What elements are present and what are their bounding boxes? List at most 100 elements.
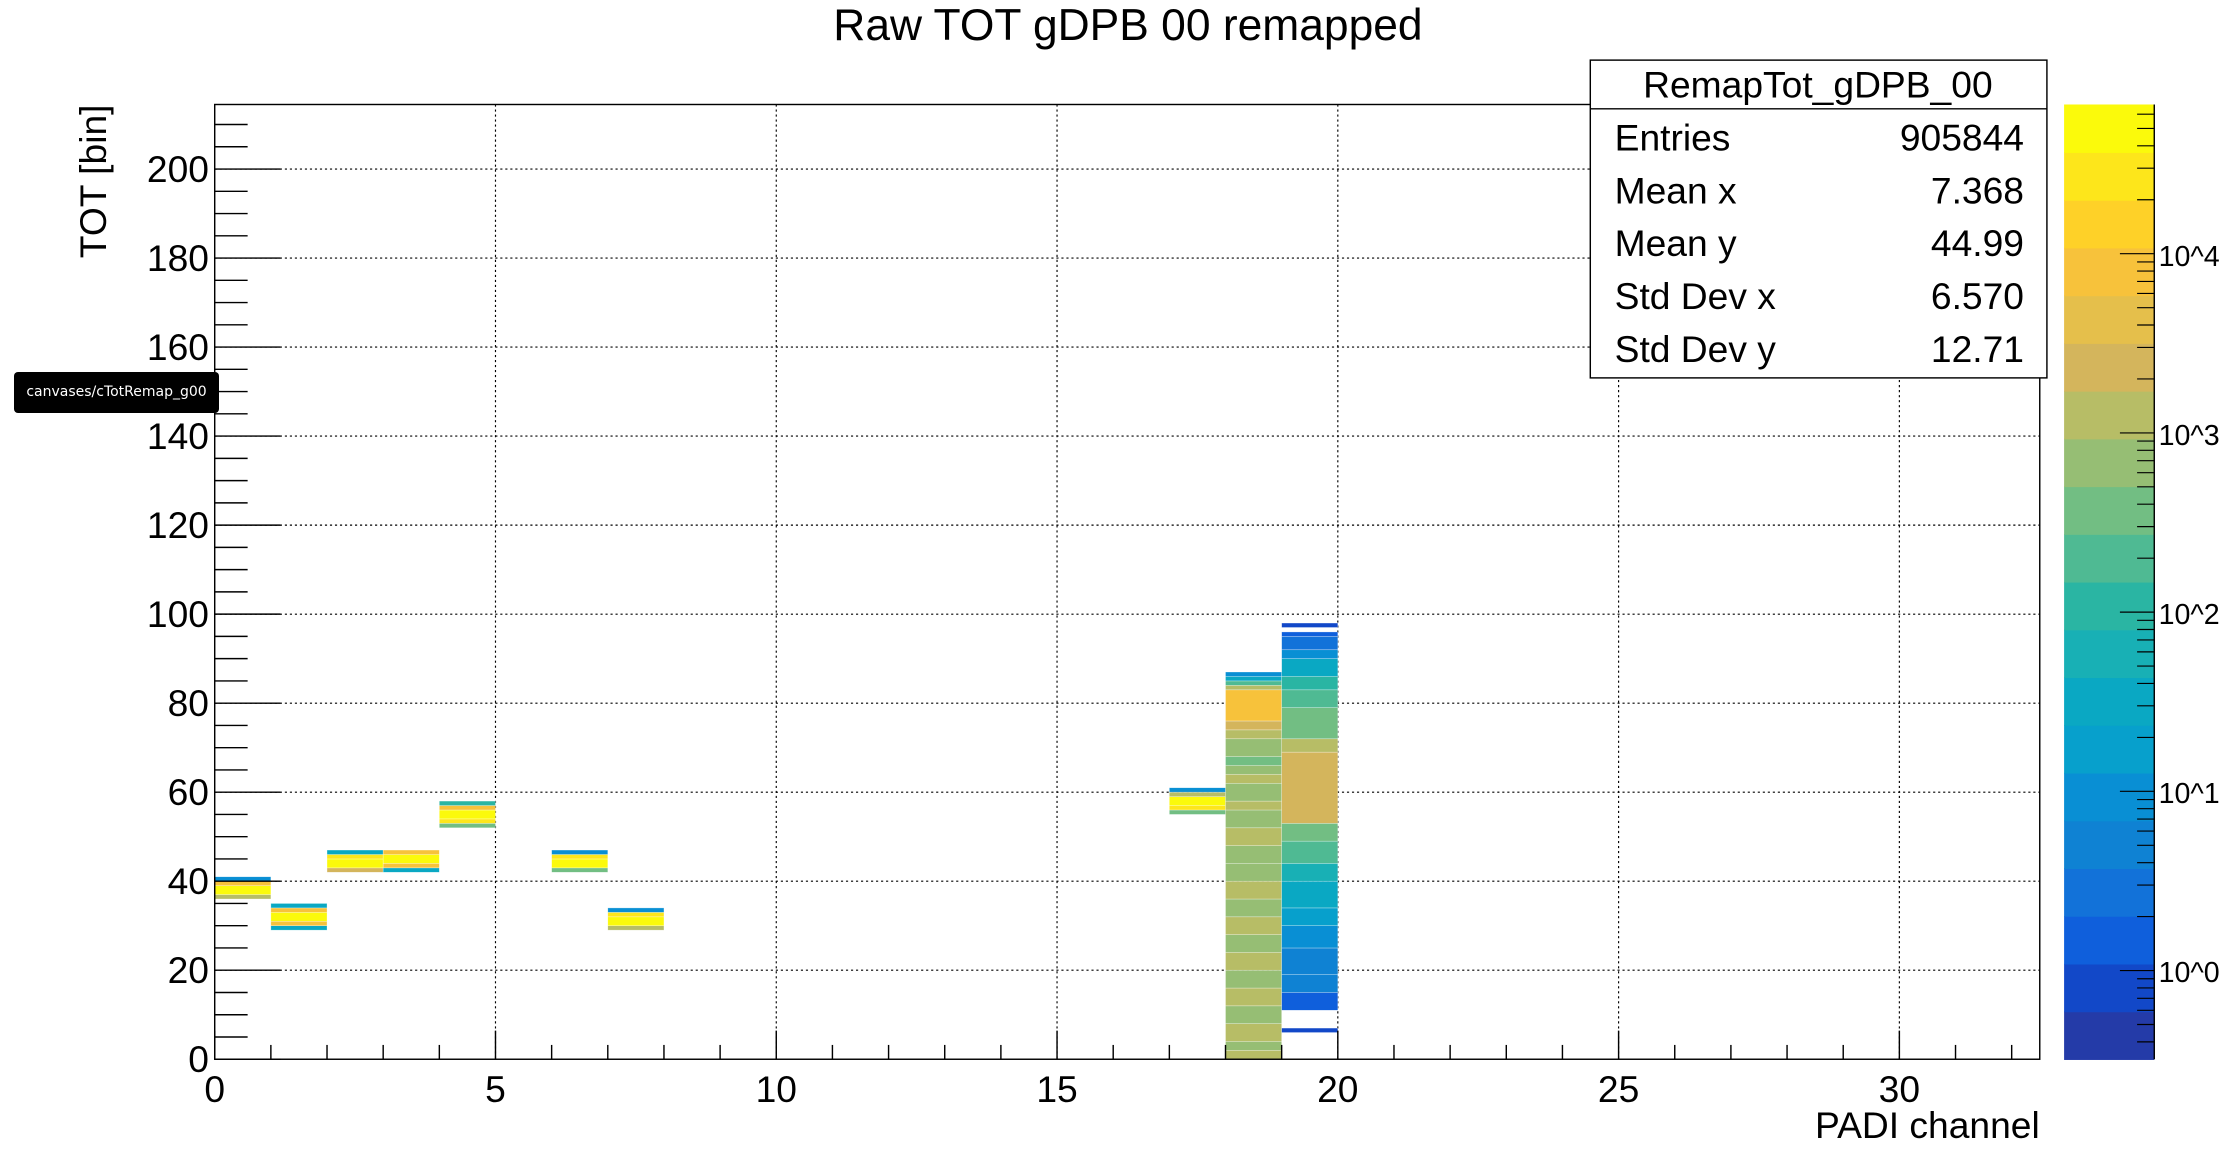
heatmap-cell[interactable] — [1281, 992, 1339, 1011]
heatmap-cell[interactable] — [270, 920, 328, 926]
y-tick-label: 60 — [168, 771, 209, 813]
heatmap-cell[interactable] — [1225, 680, 1282, 686]
heatmap-cell[interactable] — [1281, 738, 1339, 753]
stats-value: 7.368 — [1931, 169, 2024, 211]
heatmap-cell[interactable] — [1281, 840, 1339, 864]
heatmap-cell[interactable] — [1225, 880, 1282, 900]
heatmap-cell[interactable] — [1225, 738, 1282, 757]
heatmap-cell[interactable] — [1225, 756, 1282, 766]
heatmap-cell[interactable] — [382, 867, 440, 873]
heatmap-cell[interactable] — [1225, 729, 1282, 740]
palette-band — [2064, 390, 2155, 440]
heatmap-cell[interactable] — [1225, 671, 1282, 677]
heatmap-cell[interactable] — [1281, 707, 1339, 740]
heatmap-cell[interactable] — [326, 854, 384, 860]
heatmap-cell[interactable] — [607, 912, 665, 918]
heatmap-cell[interactable] — [1281, 658, 1339, 677]
stats-label: Mean y — [1615, 222, 1737, 264]
heatmap-cell[interactable] — [607, 907, 665, 913]
heatmap-cell[interactable] — [1281, 974, 1339, 993]
heatmap-cell[interactable] — [214, 885, 272, 895]
heatmap-cell[interactable] — [1281, 689, 1339, 708]
heatmap-cell[interactable] — [270, 912, 328, 922]
heatmap-cell[interactable] — [1225, 685, 1282, 691]
heatmap-cell[interactable] — [1225, 845, 1282, 864]
heatmap-cell[interactable] — [1225, 916, 1282, 935]
heatmap-cell[interactable] — [1281, 947, 1339, 975]
heatmap-cell[interactable] — [607, 925, 665, 931]
heatmap-cell[interactable] — [1225, 952, 1282, 971]
heatmap-cell[interactable] — [326, 867, 384, 873]
heatmap-cell[interactable] — [1225, 1005, 1282, 1024]
heatmap-cell[interactable] — [1169, 796, 1226, 806]
heatmap-cell[interactable] — [1169, 809, 1226, 815]
heatmap-cell[interactable] — [439, 818, 496, 824]
heatmap-cell[interactable] — [1225, 1050, 1282, 1060]
heatmap-cell[interactable] — [1281, 1027, 1339, 1033]
heatmap-cell[interactable] — [1281, 907, 1339, 926]
heatmap-cell[interactable] — [1169, 805, 1226, 811]
heatmap-cell[interactable] — [1281, 676, 1339, 691]
heatmap-cell[interactable] — [1281, 880, 1339, 909]
heatmap-cell[interactable] — [382, 849, 440, 855]
heatmap-cell[interactable] — [214, 894, 272, 900]
heatmap-cell[interactable] — [1281, 751, 1339, 824]
heatmap-cell[interactable] — [1225, 782, 1282, 802]
palette-band — [2064, 916, 2155, 965]
heatmap-cell[interactable] — [607, 916, 665, 926]
heatmap-cell[interactable] — [326, 849, 384, 855]
heatmap-cell[interactable] — [1225, 1023, 1282, 1042]
heatmap-cell[interactable] — [1281, 636, 1339, 651]
stats-title: RemapTot_gDPB_00 — [1643, 63, 1993, 105]
heatmap-cell[interactable] — [1225, 827, 1282, 846]
heatmap-cell[interactable] — [1281, 649, 1339, 659]
axes: 0 5 10 15 20 25 30 0 20 40 60 80 100 120 140 160 180 200 — [147, 123, 2013, 1110]
heatmap-cell[interactable] — [1281, 863, 1339, 882]
palette-tick-label: 10^4 — [2159, 241, 2220, 273]
heatmap-cell[interactable] — [1281, 622, 1339, 628]
heatmap-cell[interactable] — [1281, 823, 1339, 842]
heatmap-cell[interactable] — [439, 805, 496, 811]
heatmap-cell[interactable] — [551, 858, 609, 869]
heatmap-cell[interactable] — [551, 849, 609, 855]
palette-tick-label: 10^3 — [2159, 420, 2220, 452]
heatmap-cell[interactable] — [1281, 631, 1339, 637]
heatmap-cell[interactable] — [1225, 676, 1282, 682]
stats-label: Std Dev y — [1615, 328, 1777, 370]
heatmap-cell[interactable] — [1169, 787, 1226, 793]
heatmap-cell[interactable] — [1225, 800, 1282, 811]
heatmap-cell[interactable] — [382, 863, 440, 869]
heatmap-cell[interactable] — [1225, 809, 1282, 829]
heatmap-cell[interactable] — [439, 800, 496, 806]
heatmap-cell[interactable] — [382, 854, 440, 864]
y-tick-label: 0 — [188, 1038, 209, 1080]
heatmap-cell[interactable] — [551, 867, 609, 873]
stats-label: Std Dev x — [1615, 275, 1777, 317]
heatmap-cell[interactable] — [1225, 987, 1282, 1007]
heatmap-cell[interactable] — [1225, 720, 1282, 731]
grid — [214, 104, 2040, 1060]
heatmap-cell[interactable] — [1225, 898, 1282, 918]
heatmap-cell[interactable] — [439, 809, 496, 820]
heatmap-cell[interactable] — [270, 903, 328, 909]
heatmap-cell[interactable] — [270, 907, 328, 913]
heatmap-cell[interactable] — [1225, 969, 1282, 989]
heatmap-cell[interactable] — [1281, 925, 1339, 949]
heatmap-cell[interactable] — [1225, 1041, 1282, 1051]
heatmap-cell[interactable] — [270, 925, 328, 931]
chart-title: Raw TOT gDPB 00 remapped — [833, 1, 1422, 50]
heatmap-cell[interactable] — [439, 823, 496, 829]
heatmap-cell[interactable] — [1225, 689, 1282, 722]
heatmap-cell[interactable] — [1169, 791, 1226, 797]
heatmap-cell[interactable] — [1225, 765, 1282, 775]
heatmap-cell[interactable] — [1225, 863, 1282, 882]
heatmap-cell[interactable] — [551, 854, 609, 860]
palette-tick-labels: 10^0 10^1 10^2 10^3 10^4 — [2159, 241, 2220, 989]
stats-value: 12.71 — [1931, 328, 2024, 370]
heatmap-cell[interactable] — [1225, 774, 1282, 784]
x-tick-label: 30 — [1879, 1068, 1920, 1110]
stats-box[interactable]: RemapTot_gDPB_00 Entries 905844 Mean x 7.36… — [1589, 59, 2048, 379]
heatmap-cell[interactable] — [1225, 934, 1282, 953]
heatmap-cell[interactable] — [326, 858, 384, 869]
